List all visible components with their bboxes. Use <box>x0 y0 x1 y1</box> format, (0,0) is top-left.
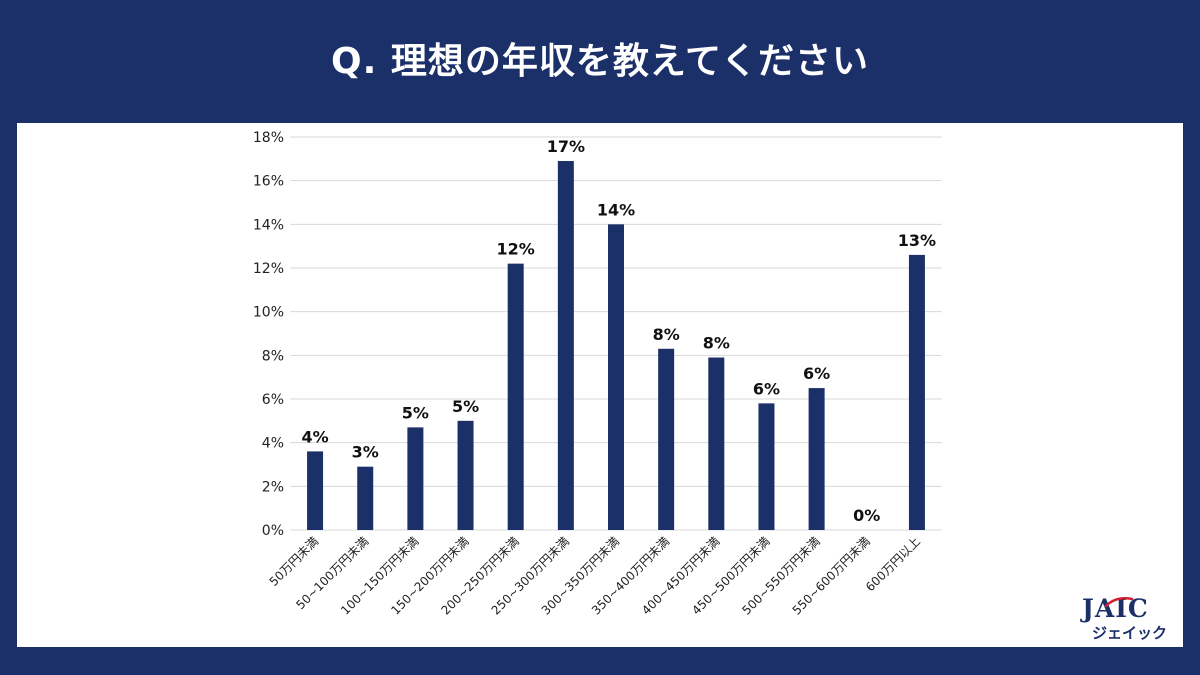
y-tick-label: 14% <box>253 217 284 233</box>
data-label: 13% <box>898 231 936 250</box>
data-label: 4% <box>301 427 328 446</box>
y-tick-label: 4% <box>262 436 284 452</box>
data-label: 5% <box>402 403 429 422</box>
y-tick-label: 2% <box>262 479 284 495</box>
bar <box>608 224 624 530</box>
bar <box>758 403 775 530</box>
y-tick-label: 12% <box>253 261 284 277</box>
logo-swoosh-icon <box>1104 597 1134 608</box>
data-label: 8% <box>703 334 730 353</box>
bar <box>457 420 474 530</box>
x-tick-label: 600万円以上 <box>863 534 923 594</box>
data-label: 8% <box>653 325 680 344</box>
bar <box>307 451 324 530</box>
bar <box>708 357 725 530</box>
y-tick-label: 6% <box>262 392 284 408</box>
data-label: 17% <box>547 137 585 156</box>
y-tick-label: 16% <box>253 174 284 190</box>
bar <box>507 263 524 530</box>
y-tick-label: 8% <box>262 348 284 364</box>
y-tick-label: 18% <box>253 130 284 146</box>
bar <box>808 388 825 530</box>
bar-chart: 0%2%4%6%8%10%12%14%16%18%4%50万円未満3%50~10… <box>253 130 942 618</box>
data-label: 0% <box>853 506 880 525</box>
page-title: Q. 理想の年収を教えてください <box>331 41 869 82</box>
data-label: 14% <box>597 200 635 219</box>
bar <box>557 161 574 530</box>
data-label: 6% <box>803 364 830 383</box>
bar <box>908 254 925 530</box>
y-tick-label: 0% <box>262 523 284 539</box>
data-label: 6% <box>753 379 780 398</box>
y-tick-label: 10% <box>253 305 284 321</box>
data-label: 3% <box>352 443 379 462</box>
bar <box>357 466 374 530</box>
bar <box>658 348 675 530</box>
chart-panel: 0% 2% 4% 6% 8% 10% 12% 14% 16% 18% 4% 50万円未満 3% 50~10… <box>17 123 1183 647</box>
data-label: 12% <box>497 240 535 259</box>
x-tick-label: 50万円未満 <box>267 534 322 589</box>
data-label: 5% <box>452 397 479 416</box>
bar <box>407 427 424 530</box>
jaic-logo: JAIC ジェイック <box>1082 594 1172 644</box>
logo-subtext: ジェイック <box>1092 624 1168 642</box>
